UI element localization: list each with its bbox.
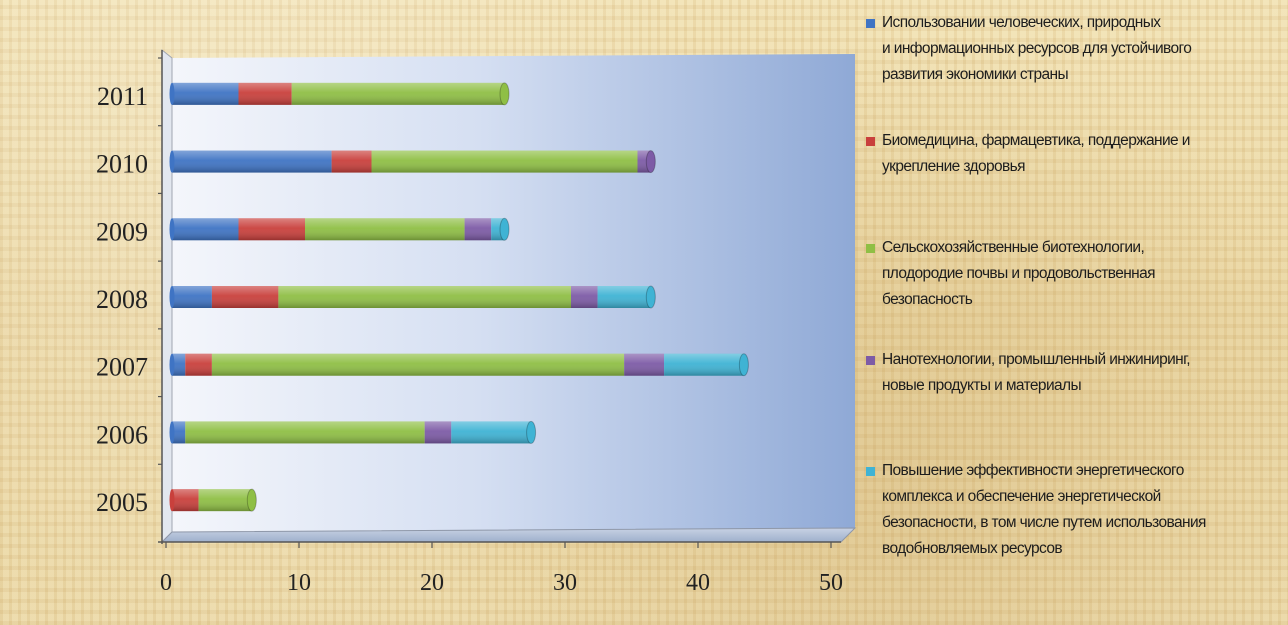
legend-label-line: Повышение эффективности энергетического — [882, 462, 1184, 479]
x-tick-label: 20 — [420, 570, 444, 596]
x-tick-label: 40 — [686, 570, 710, 596]
bar-segment-shading — [571, 286, 598, 308]
bar-end-cap — [645, 285, 656, 309]
bar-segment-shading — [238, 218, 305, 241]
bar-segment-shading — [597, 286, 651, 308]
bar-segment-shading — [305, 218, 465, 241]
legend-label-line: развития экономики страны — [882, 66, 1069, 83]
bar-segment-shading — [185, 353, 212, 376]
bar-segment-shading — [331, 150, 372, 173]
bar-end-cap — [738, 353, 749, 377]
bar-start-cap — [169, 353, 175, 376]
legend-item: Сельскохозяйственные биотехнологии, плодо… — [866, 235, 1276, 313]
x-tick-label: 50 — [819, 570, 843, 596]
legend-swatch — [866, 19, 875, 28]
bar-segment-shading — [278, 286, 571, 308]
bar-segment-shading — [172, 218, 239, 241]
legend-label-line: Биомедицина, фармацевтика, поддержание и — [882, 132, 1190, 149]
y-tick-label: 2009 — [96, 217, 148, 246]
legend-label-line: Сельскохозяйственные биотехнологии, — [882, 239, 1145, 256]
bar-segment-shading — [624, 353, 665, 376]
bar-end-cap — [499, 82, 510, 106]
legend-label-line: безопасность — [882, 291, 973, 308]
bar-end-cap — [499, 217, 510, 241]
legend-label-line: Использовании человеческих, природных — [882, 14, 1161, 31]
bar-segment-shading — [211, 286, 279, 308]
bar-segment-shading — [172, 353, 186, 376]
y-tick-label: 2007 — [96, 353, 148, 382]
bar-segment-shading — [291, 82, 505, 105]
bar-start-cap — [169, 286, 175, 308]
bar-segment-shading — [172, 150, 332, 173]
y-tick-label: 2005 — [96, 488, 148, 517]
bar-start-cap — [169, 150, 175, 173]
bar-start-cap — [169, 82, 175, 105]
legend-label-line: Нанотехнологии, промышленный инжиниринг, — [882, 351, 1191, 368]
bar-start-cap — [169, 218, 175, 241]
bar-end-cap — [645, 150, 656, 174]
legend-label-line: новые продукты и материалы — [882, 377, 1082, 394]
bar-segment-shading — [172, 82, 239, 105]
y-tick-label: 2008 — [96, 285, 148, 314]
bar-segment-shading — [172, 286, 212, 308]
legend-swatch — [866, 467, 875, 476]
legend-label-line: укрепление здоровья — [882, 158, 1026, 175]
y-tick-label: 2011 — [97, 82, 148, 111]
legend-item: Использовании человеческих, природных и и… — [866, 10, 1276, 88]
bar-segment-shading — [185, 421, 425, 444]
legend-label-line: водобновляемых ресурсов — [882, 540, 1063, 557]
x-tick-label: 30 — [553, 570, 577, 596]
bar-segment-shading — [198, 489, 252, 512]
bar-segment-shading — [464, 218, 492, 241]
bar-end-cap — [246, 488, 257, 512]
bar-start-cap — [169, 489, 175, 512]
bar-segment-shading — [424, 421, 452, 444]
legend-label-line: безопасности, в том числе путем использо… — [882, 514, 1206, 531]
bar-segment-shading — [172, 421, 186, 444]
bar-segment-shading — [238, 82, 292, 105]
bar-segment-shading — [371, 150, 638, 173]
legend-label-line: комплекса и обеспечение энергетической — [882, 488, 1161, 505]
legend-swatch — [866, 137, 875, 146]
bar-segment-shading — [664, 353, 744, 376]
bar-segment-shading — [451, 421, 532, 444]
x-tick-label: 0 — [160, 570, 172, 596]
legend-item: Нанотехнологии, промышленный инжиниринг,… — [866, 347, 1276, 399]
legend-item: Повышение эффективности энергетического к… — [866, 458, 1276, 562]
legend-swatch — [866, 356, 875, 365]
legend-label-line: плодородие почвы и продовольственная — [882, 265, 1156, 282]
y-tick-label: 2006 — [96, 420, 148, 449]
y-tick-label: 2010 — [96, 150, 148, 179]
legend-item: Биомедицина, фармацевтика, поддержание и… — [866, 128, 1276, 180]
bar-segment-shading — [172, 489, 199, 512]
legend-label-line: и информационных ресурсов для устойчивог… — [882, 40, 1192, 57]
bar-start-cap — [169, 421, 175, 444]
x-tick-label: 10 — [287, 570, 311, 596]
legend-swatch — [866, 244, 875, 253]
bar-end-cap — [526, 420, 537, 444]
bar-segment-shading — [211, 353, 625, 376]
